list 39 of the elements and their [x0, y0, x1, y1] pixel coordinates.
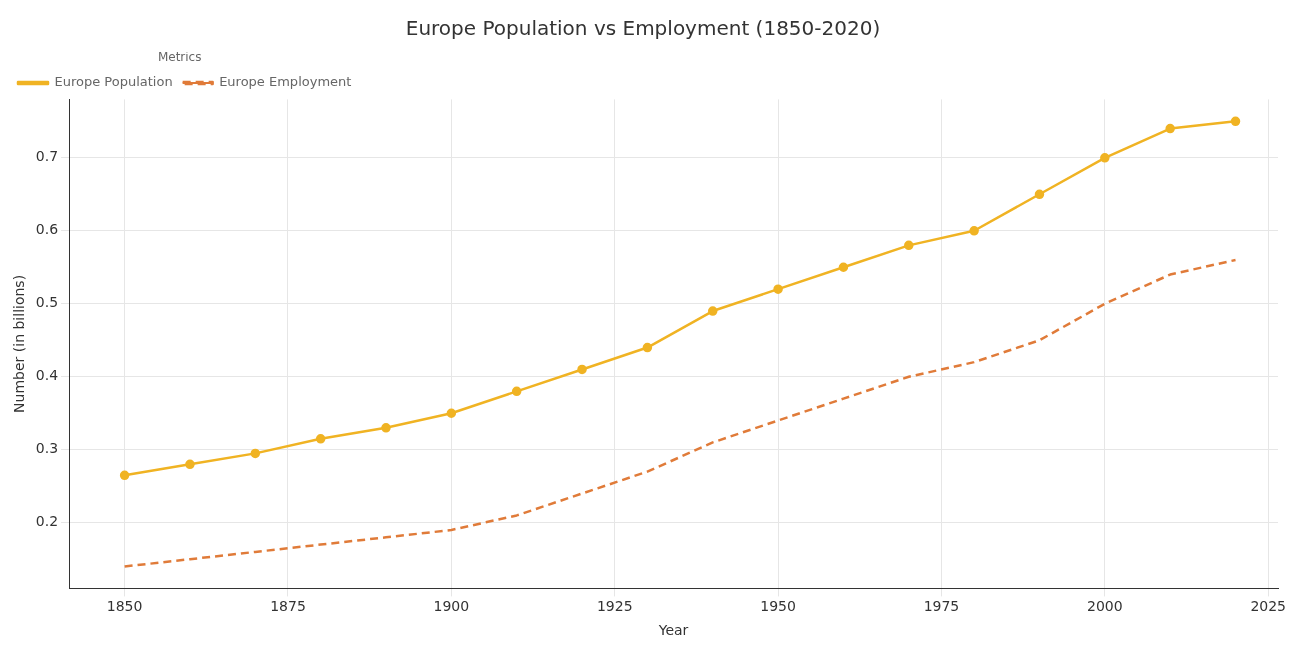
x-tick-label: 1850 — [106, 598, 143, 615]
point — [577, 364, 587, 375]
point — [511, 386, 522, 397]
x-tick-label: 2025 — [1250, 598, 1287, 615]
y-tick-label: 0.7 — [35, 148, 59, 165]
point — [1165, 123, 1175, 134]
point — [707, 306, 718, 316]
x-tick-label: 1975 — [923, 598, 960, 615]
y-tick-label: 0.5 — [35, 294, 59, 311]
point — [1034, 189, 1045, 200]
point — [904, 240, 914, 251]
y-tick-label: 0.4 — [35, 367, 59, 384]
point — [315, 434, 326, 444]
legend-label: Europe Employment — [219, 74, 352, 90]
point — [119, 470, 130, 481]
point — [446, 408, 457, 418]
point — [773, 284, 783, 294]
legend-label: Europe Population — [54, 74, 173, 90]
point — [381, 423, 391, 433]
point — [969, 226, 979, 236]
line-series — [123, 258, 1237, 568]
point — [642, 342, 653, 353]
x-tick-label: 1900 — [433, 598, 470, 615]
point — [1230, 116, 1241, 127]
y-tick-label: 0.3 — [35, 440, 59, 457]
x-tick-label: 1950 — [760, 598, 796, 615]
chart-title: Europe Population vs Employment (1850-2020) — [405, 16, 881, 41]
x-axis-title: Year — [657, 622, 689, 639]
point — [185, 459, 195, 470]
legend-title: Metrics — [157, 50, 202, 65]
y-axis-title: Number (in billions) — [11, 274, 28, 413]
x-tick-label: 1925 — [596, 598, 633, 615]
point — [250, 448, 261, 459]
x-tick-label: 1875 — [270, 598, 306, 615]
x-tick-label: 2000 — [1087, 598, 1123, 615]
y-tick-label: 0.2 — [35, 513, 59, 530]
point — [838, 262, 849, 273]
y-tick-label: 0.6 — [35, 221, 59, 238]
point — [1100, 153, 1110, 163]
